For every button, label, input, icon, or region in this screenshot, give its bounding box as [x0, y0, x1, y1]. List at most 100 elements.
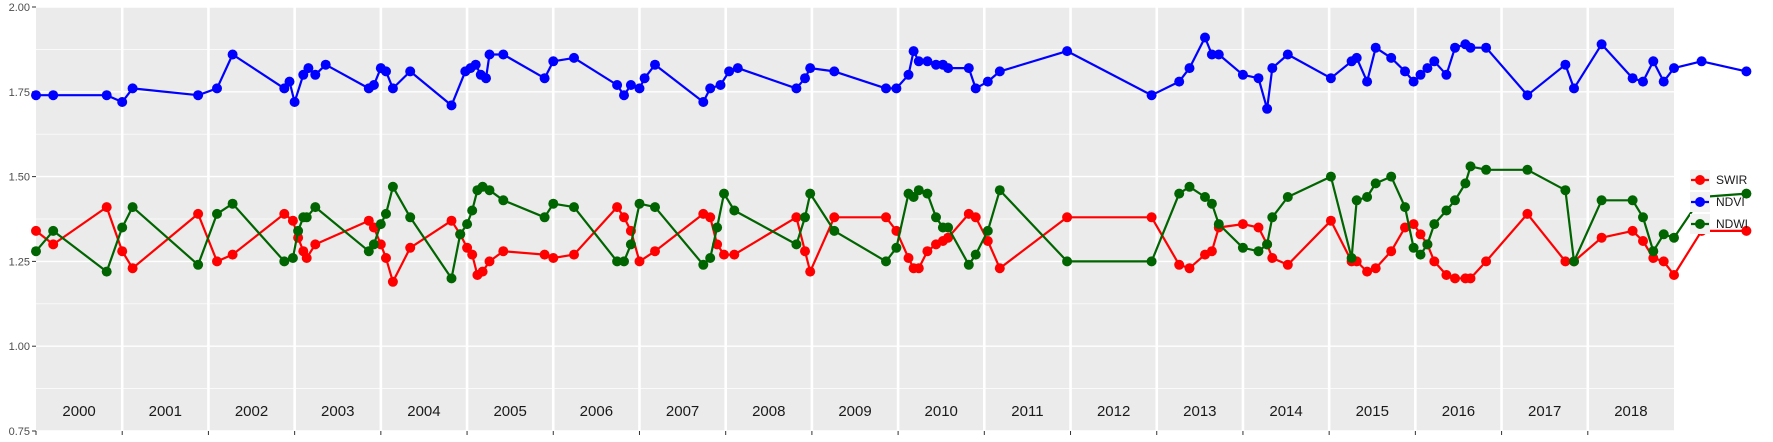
data-point-swir [913, 263, 924, 274]
data-point-ndvi [498, 49, 509, 60]
legend-label: SWIR [1716, 173, 1748, 187]
data-point-ndwi [363, 246, 374, 257]
data-point-swir [539, 249, 550, 260]
data-point-swir [1062, 212, 1073, 223]
x-axis: 2000 2001 2002 2003 2004 2005 2006 2007 2008 2009… [35, 403, 1648, 435]
data-point-swir [48, 239, 59, 250]
data-point-swir [619, 212, 629, 223]
data-point-ndvi [922, 56, 933, 67]
data-point-ndwi [293, 225, 304, 236]
data-point-ndvi [619, 90, 629, 101]
data-point-swir [1267, 253, 1278, 263]
data-point-ndwi [1569, 256, 1579, 267]
data-point-ndvi [1062, 46, 1073, 57]
data-point-ndvi [1481, 42, 1492, 53]
data-point-ndwi [705, 253, 716, 263]
data-point-ndvi [1522, 90, 1533, 101]
data-point-swir [310, 239, 321, 250]
grid [36, 6, 1674, 432]
data-point-ndwi [1253, 246, 1264, 257]
data-point-ndwi [1062, 256, 1073, 267]
data-point-swir [1450, 273, 1460, 284]
data-point-swir [805, 266, 816, 277]
data-point-swir [117, 246, 128, 257]
data-point-swir [287, 215, 298, 226]
data-point-ndvi [903, 69, 914, 80]
data-point-ndvi [715, 80, 726, 90]
data-point-ndvi [1696, 56, 1707, 67]
data-point-ndvi [127, 83, 138, 94]
data-point-ndvi [117, 97, 128, 107]
data-point-ndvi [1184, 63, 1195, 74]
series-ndvi [31, 32, 1752, 114]
data-point-ndvi [1408, 76, 1419, 87]
data-point-ndvi [101, 90, 112, 101]
data-point-ndvi [634, 83, 645, 94]
data-point-ndvi [1658, 76, 1669, 87]
data-point-ndvi [612, 80, 623, 90]
data-point-ndwi [484, 185, 495, 196]
data-point-ndvi [1400, 66, 1410, 77]
year-label: 2018 [1614, 403, 1647, 420]
data-point-ndvi [1237, 69, 1248, 80]
data-point-swir [498, 246, 509, 257]
data-point-ndvi [1282, 49, 1293, 60]
data-point-swir [1184, 263, 1195, 274]
data-point-ndwi [287, 253, 298, 263]
data-point-ndwi [1522, 164, 1533, 175]
data-point-ndvi [405, 66, 416, 77]
data-point-ndwi [1741, 188, 1752, 199]
data-point-swir [477, 266, 488, 277]
data-point-ndvi [303, 63, 314, 74]
data-point-swir [1253, 222, 1264, 233]
data-point-ndvi [891, 83, 902, 94]
data-point-swir [922, 246, 933, 257]
data-point-ndvi [698, 97, 709, 107]
data-point-swir [279, 208, 290, 219]
data-point-swir [1415, 229, 1426, 240]
data-point-ndwi [612, 256, 623, 267]
data-point-swir [1206, 246, 1217, 257]
data-point-ndvi [1422, 63, 1433, 74]
data-point-ndwi [1386, 171, 1397, 182]
data-point-swir [127, 263, 138, 274]
data-point-ndvi [284, 76, 295, 87]
data-point-swir [729, 249, 740, 260]
data-point-ndwi [698, 259, 709, 270]
data-point-swir [381, 253, 391, 263]
data-point-ndwi [569, 202, 579, 213]
data-point-ndvi [943, 63, 954, 74]
year-label: 2004 [407, 403, 440, 420]
data-point-ndvi [1441, 69, 1452, 80]
data-point-ndvi [1351, 52, 1362, 63]
data-point-ndwi [539, 212, 550, 223]
y-tick-label: 1.75 [9, 87, 30, 99]
data-point-ndvi [1596, 39, 1607, 50]
data-point-ndvi [1386, 52, 1397, 63]
y-tick-label: 1.50 [9, 172, 30, 184]
data-point-ndwi [405, 212, 416, 223]
data-point-ndvi [193, 90, 204, 101]
data-point-swir [982, 236, 993, 246]
data-point-swir [1400, 222, 1410, 233]
data-point-ndwi [619, 256, 629, 267]
data-point-swir [1522, 208, 1533, 219]
data-point-swir [1174, 259, 1185, 270]
data-point-ndwi [48, 225, 59, 236]
data-point-swir [1429, 256, 1440, 267]
data-point-swir [462, 242, 473, 253]
legend: SWIR NDVI NDWI [1690, 170, 1748, 234]
year-label: 2002 [235, 403, 268, 420]
data-point-ndwi [982, 225, 993, 236]
data-point-ndwi [1460, 178, 1471, 189]
data-point-ndwi [368, 239, 379, 250]
data-point-ndvi [1450, 42, 1460, 53]
data-point-ndwi [881, 256, 891, 267]
data-point-ndwi [963, 259, 974, 270]
data-point-swir [569, 249, 579, 260]
legend-item-swir: SWIR [1690, 170, 1748, 190]
year-label: 2010 [925, 403, 958, 420]
year-label: 2003 [321, 403, 354, 420]
data-point-ndwi [1174, 188, 1185, 199]
